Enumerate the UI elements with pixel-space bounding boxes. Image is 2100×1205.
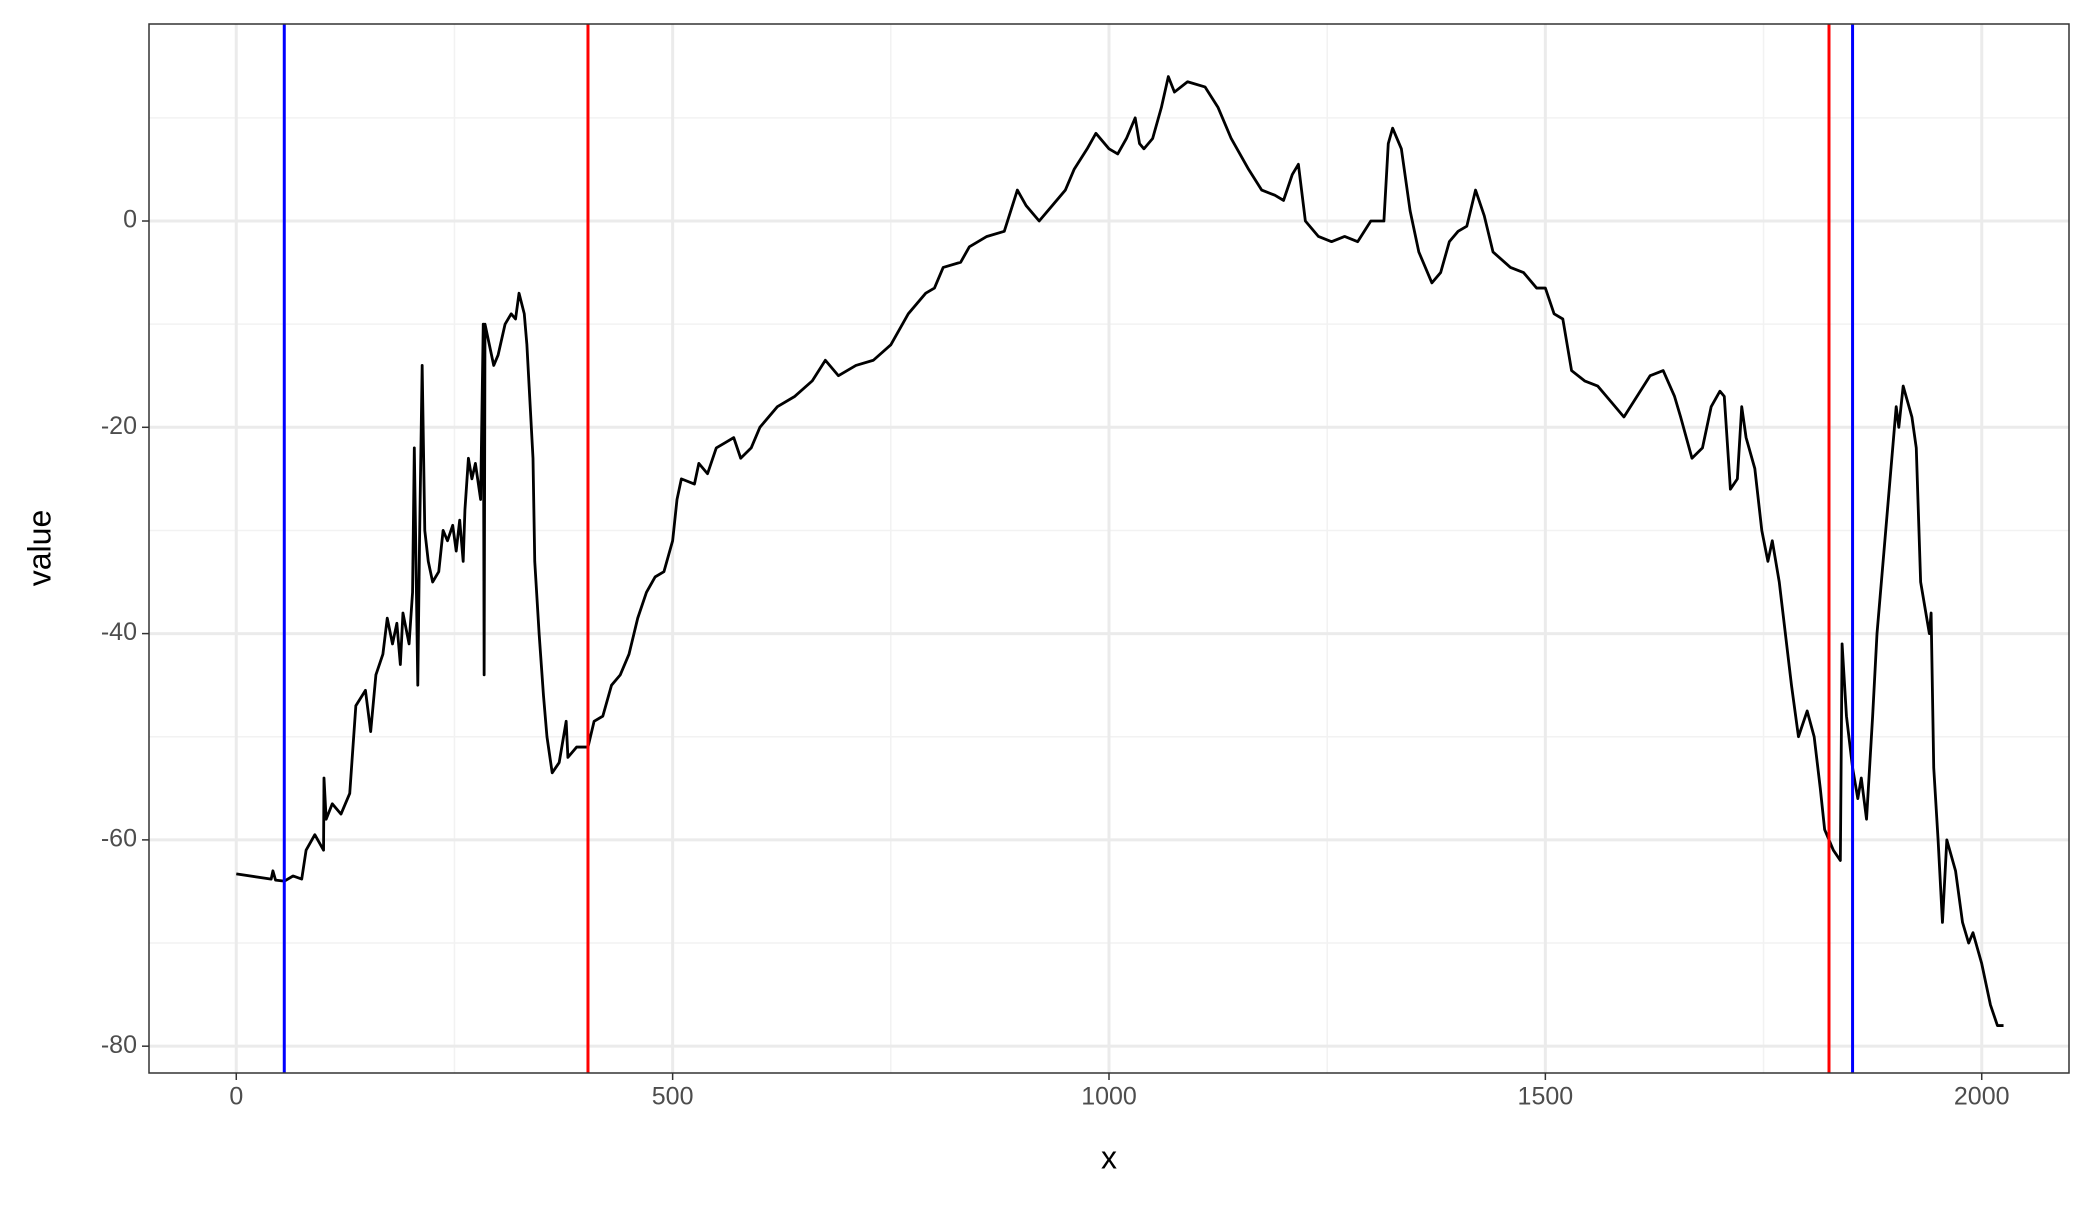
data-line [236,75,2004,1027]
x-axis-title: x [1101,1139,1117,1175]
y-tick-label: -60 [101,824,137,852]
x-tick-label: 2000 [1954,1083,2010,1111]
y-axis-title: value [21,510,57,587]
x-tick-label: 1000 [1081,1083,1137,1111]
panel-border [148,23,2070,1074]
y-tick-label: 0 [123,206,137,234]
y-tick-label: -80 [101,1031,137,1059]
x-tick-label: 500 [652,1083,694,1111]
x-tick-label: 0 [229,1083,243,1111]
y-tick-label: -40 [101,618,137,646]
x-tick-label: 1500 [1518,1083,1574,1111]
y-tick-label: -20 [101,412,137,440]
